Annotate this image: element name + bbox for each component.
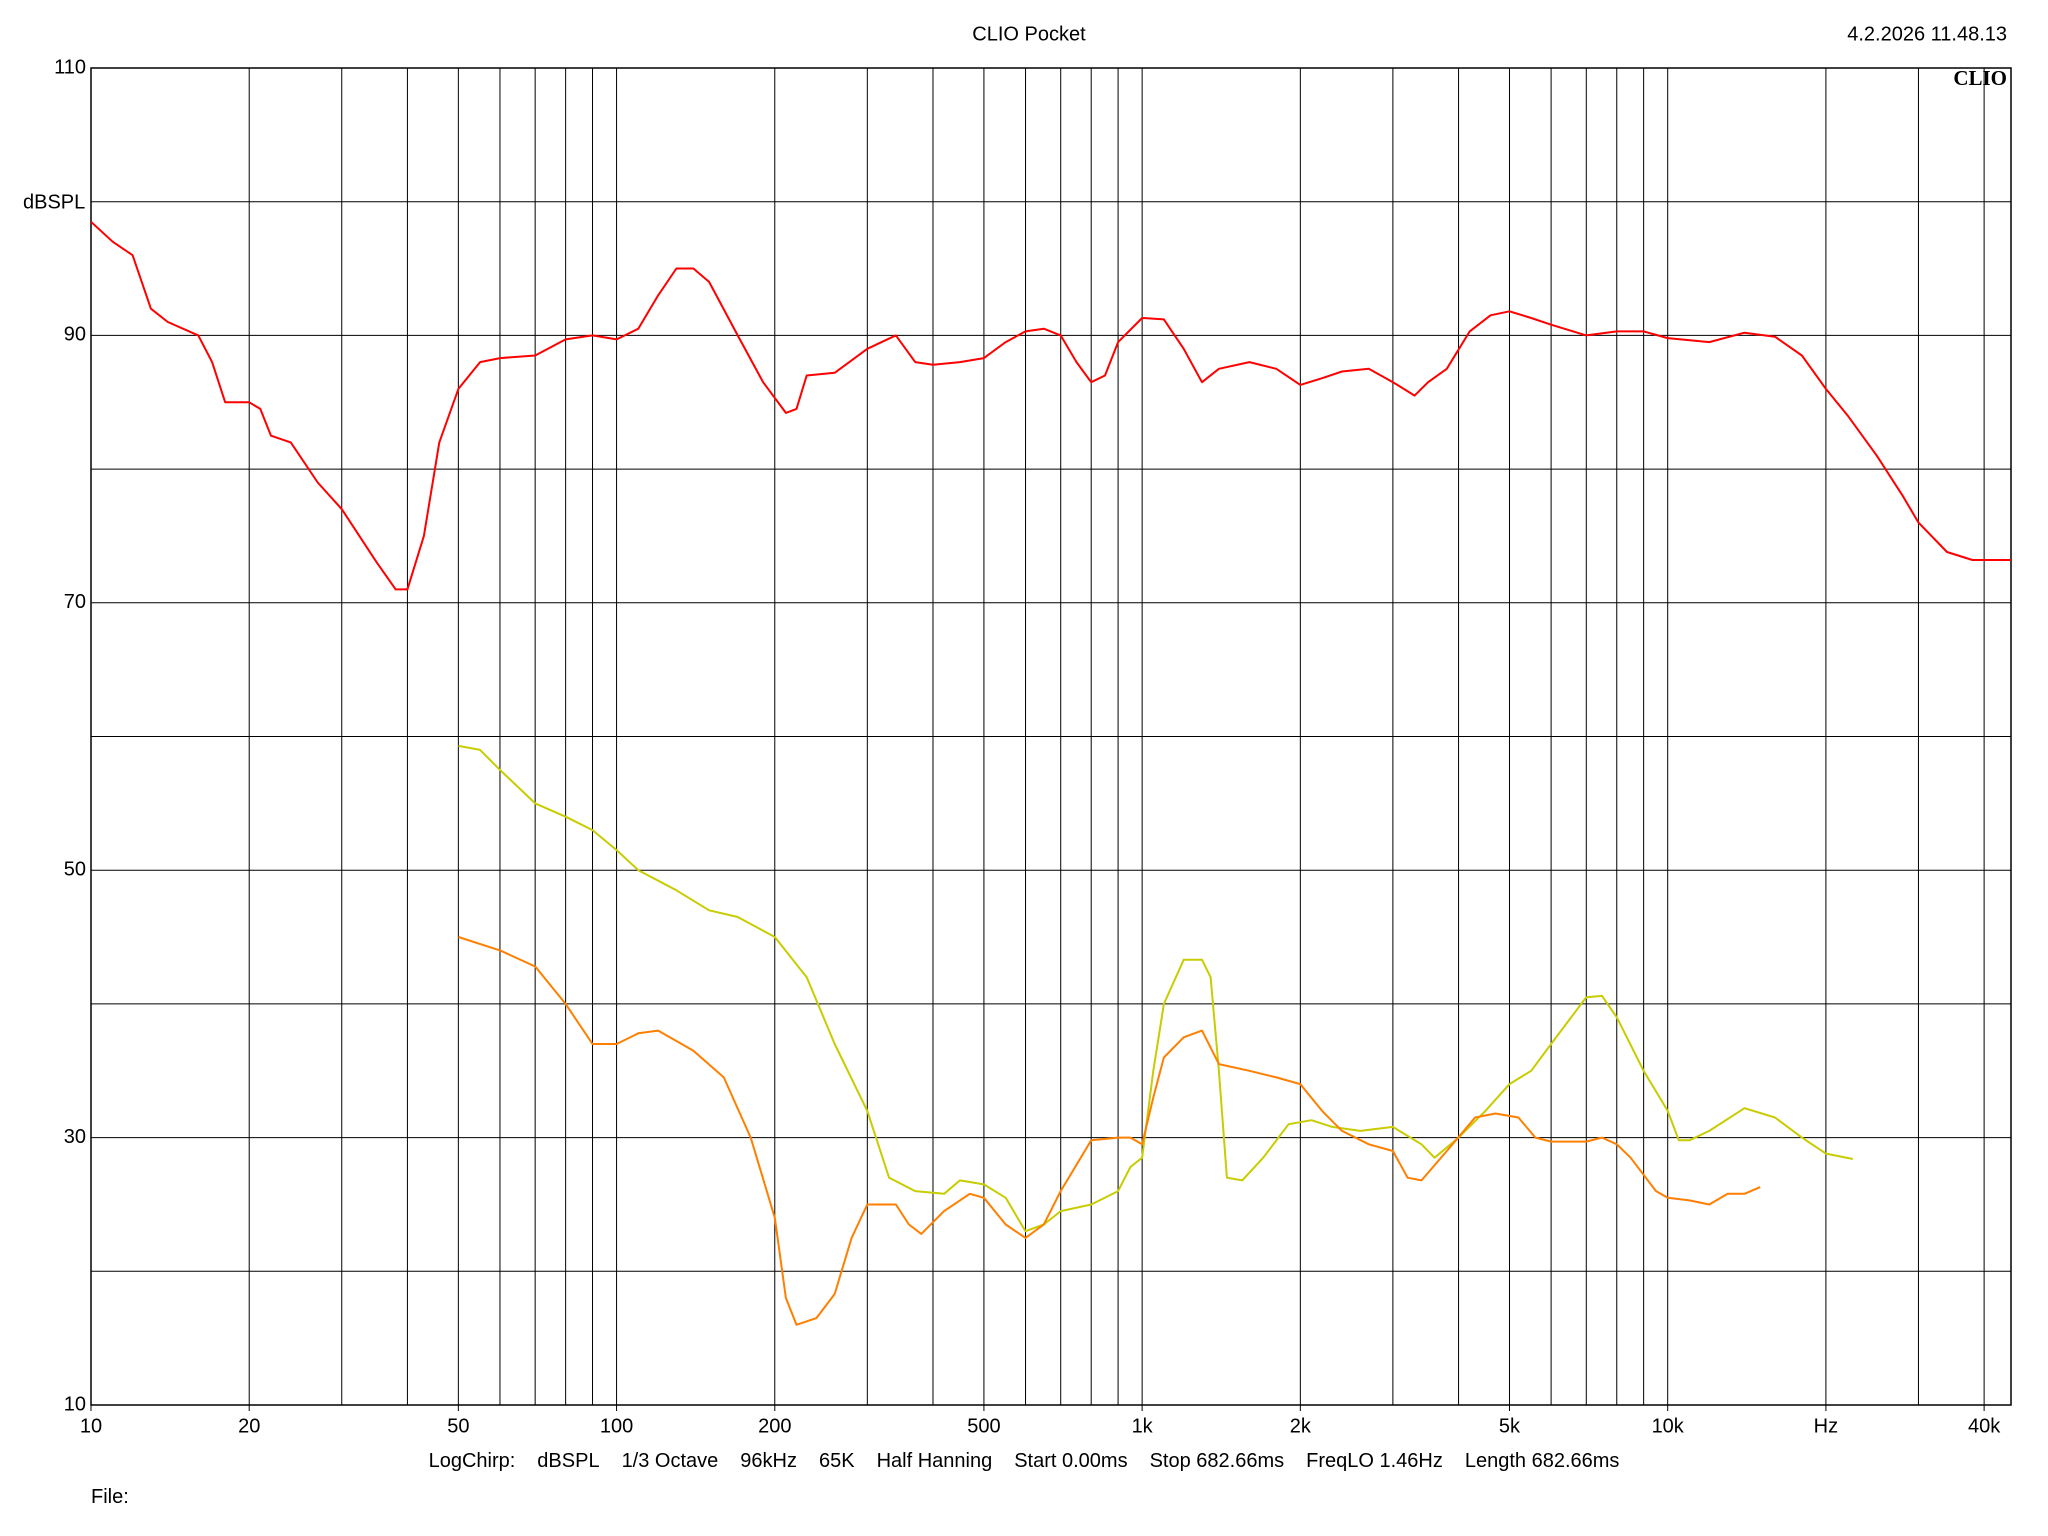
footer-item: LogChirp: (428, 1450, 516, 1472)
footer-item: Length 682.66ms (1464, 1450, 1620, 1472)
x-tick-label: 20 (238, 1415, 260, 1437)
series-line (458, 936, 1761, 1326)
chart-title: CLIO Pocket (972, 23, 1086, 45)
footer-item: Stop 682.66ms (1149, 1450, 1285, 1472)
y-tick-label: 70 (64, 591, 86, 613)
x-tick-label: Hz (1814, 1415, 1838, 1437)
footer-item: 1/3 Octave (621, 1450, 719, 1472)
x-tick-label: 40k (1968, 1415, 2001, 1437)
y-tick-label: 50 (64, 858, 86, 880)
footer-item: 65K (818, 1450, 855, 1472)
x-tick-label: 100 (600, 1415, 633, 1437)
y-axis-label: dBSPL (23, 191, 85, 213)
footer: LogChirp: dBSPL 1/3 Octave 96kHz 65K Half Han… (0, 1450, 2048, 1473)
footer-item: Start 0.00ms (1014, 1450, 1128, 1472)
series-line (90, 221, 2011, 591)
series-line (458, 744, 1853, 1233)
x-tick-label: 200 (758, 1415, 791, 1437)
y-tick-label: 110 (54, 56, 86, 78)
x-tick-label: 10k (1652, 1415, 1685, 1437)
file-label: File: (91, 1486, 129, 1508)
x-tick-label: 500 (967, 1415, 1000, 1437)
y-tick-label: 10 (64, 1393, 86, 1415)
x-tick-label: 10 (80, 1415, 102, 1437)
footer-item: 96kHz (740, 1450, 797, 1472)
x-tick-label: 5k (1499, 1415, 1521, 1437)
y-tick-label: 90 (64, 324, 86, 346)
x-tick-label: 50 (447, 1415, 469, 1437)
timestamp: 4.2.2026 11.48.13 (1847, 23, 2007, 45)
footer-item: dBSPL (537, 1450, 600, 1472)
logo: CLIO (1953, 66, 2007, 90)
x-tick-label: 2k (1290, 1415, 1312, 1437)
plot-frame (90, 67, 2012, 1406)
footer-item: Half Hanning (876, 1450, 993, 1472)
y-tick-label: 30 (64, 1126, 86, 1148)
footer-item: FreqLO 1.46Hz (1306, 1450, 1443, 1472)
x-tick-label: 1k (1132, 1415, 1154, 1437)
